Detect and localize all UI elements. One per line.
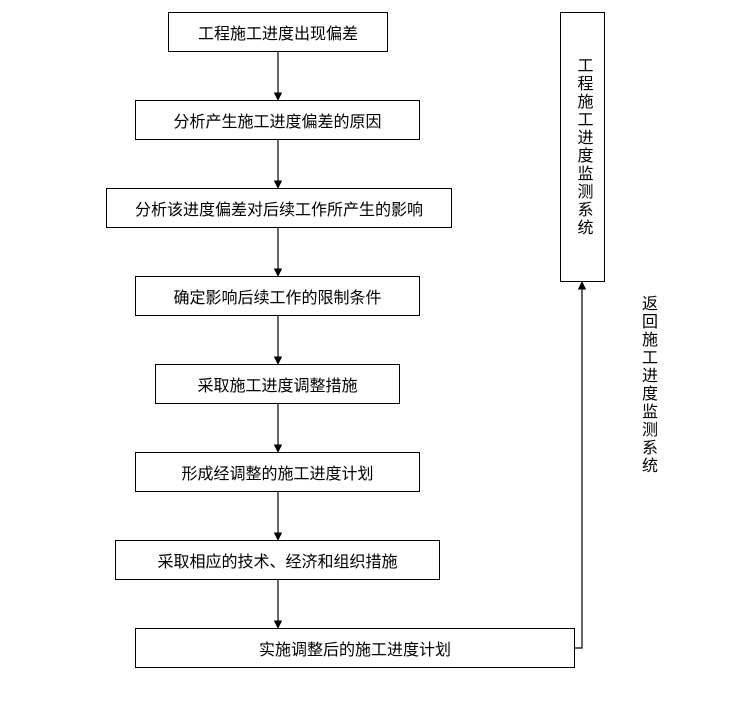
flow-node-label: 采取施工进度调整措施 xyxy=(197,372,357,396)
return-label: 返回施工进度监测系统 xyxy=(635,295,659,475)
flow-node-3: 分析该进度偏差对后续工作所产生的影响 xyxy=(106,188,452,228)
flow-node-label: 确定影响后续工作的限制条件 xyxy=(173,284,381,308)
flow-node-label: 工程施工进度出现偏差 xyxy=(198,20,358,44)
flow-node-6: 形成经调整的施工进度计划 xyxy=(135,452,420,492)
edge-return xyxy=(575,282,582,648)
flow-node-label: 采取相应的技术、经济和组织措施 xyxy=(157,548,397,572)
flow-node-5: 采取施工进度调整措施 xyxy=(155,364,400,404)
flowchart-canvas: 工程施工进度出现偏差 分析产生施工进度偏差的原因 分析该进度偏差对后续工作所产生… xyxy=(0,0,740,701)
monitor-system-label: 工程施工进度监测系统 xyxy=(571,57,595,237)
flow-node-label: 分析该进度偏差对后续工作所产生的影响 xyxy=(135,196,423,220)
flow-node-label: 分析产生施工进度偏差的原因 xyxy=(173,108,381,132)
flow-node-8: 实施调整后的施工进度计划 xyxy=(135,628,575,668)
monitor-system-box: 工程施工进度监测系统 xyxy=(560,12,605,282)
flow-node-2: 分析产生施工进度偏差的原因 xyxy=(135,100,420,140)
flow-node-label: 实施调整后的施工进度计划 xyxy=(259,636,451,660)
flow-node-7: 采取相应的技术、经济和组织措施 xyxy=(115,540,440,580)
flow-node-4: 确定影响后续工作的限制条件 xyxy=(135,276,420,316)
flow-node-1: 工程施工进度出现偏差 xyxy=(168,12,388,52)
flow-node-label: 形成经调整的施工进度计划 xyxy=(181,460,373,484)
